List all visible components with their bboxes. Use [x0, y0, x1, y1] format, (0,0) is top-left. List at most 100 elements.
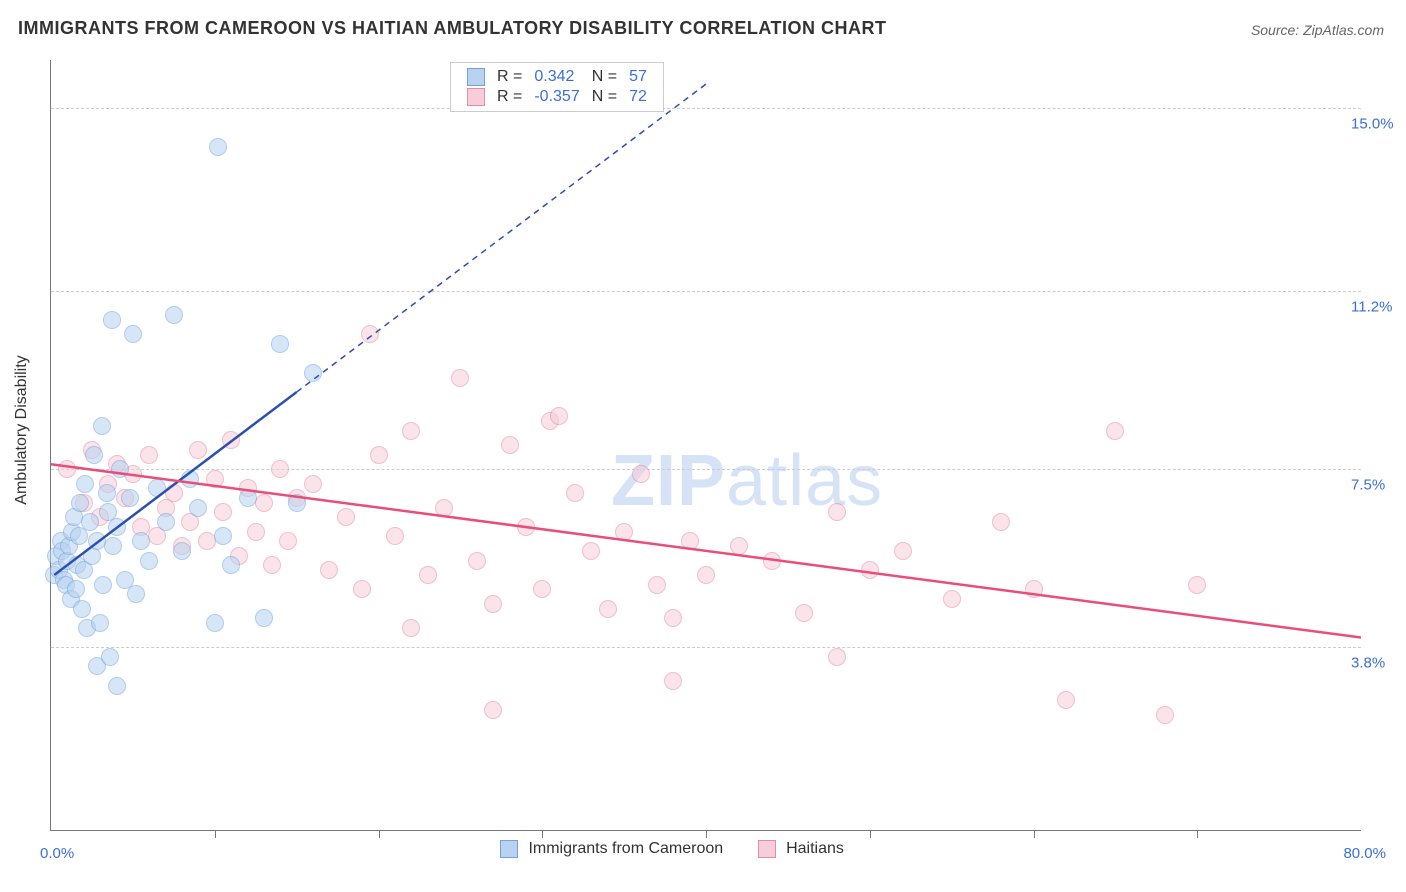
scatter-point-a	[76, 475, 94, 493]
scatter-point-a	[132, 532, 150, 550]
scatter-point-a	[209, 138, 227, 156]
scatter-point-a	[124, 325, 142, 343]
scatter-point-a	[73, 600, 91, 618]
x-axis-min-label: 0.0%	[40, 845, 74, 862]
scatter-point-b	[992, 513, 1010, 531]
scatter-point-b	[435, 499, 453, 517]
scatter-point-b	[894, 542, 912, 560]
scatter-point-a	[88, 532, 106, 550]
scatter-point-a	[181, 470, 199, 488]
scatter-point-a	[85, 446, 103, 464]
legend-stats-row-a: R = 0.342 N = 57	[461, 67, 653, 87]
r-value-b: -0.357	[528, 87, 585, 107]
scatter-point-b	[419, 566, 437, 584]
scatter-point-a	[157, 513, 175, 531]
n-label-b: N =	[586, 87, 623, 107]
scatter-point-b	[1057, 691, 1075, 709]
scatter-point-b	[1025, 580, 1043, 598]
r-label-a: R =	[491, 67, 528, 87]
x-tick	[215, 830, 216, 838]
y-axis-label: Ambulatory Disability	[13, 355, 31, 504]
scatter-point-b	[304, 475, 322, 493]
x-tick	[1034, 830, 1035, 838]
scatter-point-a	[288, 494, 306, 512]
scatter-point-b	[730, 537, 748, 555]
scatter-point-a	[165, 306, 183, 324]
scatter-point-b	[255, 494, 273, 512]
legend-series: Immigrants from Cameroon Haitians	[500, 840, 874, 858]
scatter-point-a	[108, 677, 126, 695]
scatter-point-a	[94, 576, 112, 594]
scatter-point-b	[615, 523, 633, 541]
scatter-point-b	[664, 672, 682, 690]
scatter-point-a	[101, 648, 119, 666]
scatter-point-a	[206, 614, 224, 632]
scatter-point-b	[198, 532, 216, 550]
n-value-b: 72	[623, 87, 653, 107]
scatter-point-a	[103, 311, 121, 329]
scatter-point-a	[67, 580, 85, 598]
swatch-series-b-bottom	[758, 840, 776, 858]
scatter-point-b	[320, 561, 338, 579]
scatter-point-a	[214, 527, 232, 545]
scatter-point-b	[1188, 576, 1206, 594]
y-tick-label: 15.0%	[1351, 116, 1406, 133]
scatter-point-b	[632, 465, 650, 483]
scatter-point-b	[222, 431, 240, 449]
scatter-point-a	[104, 537, 122, 555]
swatch-series-a-bottom	[500, 840, 518, 858]
scatter-point-a	[108, 518, 126, 536]
scatter-point-b	[337, 508, 355, 526]
scatter-point-b	[681, 532, 699, 550]
y-tick-label: 3.8%	[1351, 655, 1406, 672]
scatter-point-b	[795, 604, 813, 622]
legend-item-a: Immigrants from Cameroon	[500, 840, 728, 857]
x-tick	[542, 830, 543, 838]
scatter-point-b	[861, 561, 879, 579]
scatter-point-a	[127, 585, 145, 603]
scatter-point-a	[93, 417, 111, 435]
x-tick	[870, 830, 871, 838]
scatter-point-b	[484, 595, 502, 613]
x-tick	[1197, 830, 1198, 838]
swatch-series-a	[467, 68, 485, 86]
scatter-point-b	[828, 503, 846, 521]
scatter-point-a	[189, 499, 207, 517]
scatter-point-b	[517, 518, 535, 536]
scatter-point-b	[165, 484, 183, 502]
x-tick	[706, 830, 707, 838]
scatter-point-a	[304, 364, 322, 382]
n-label-a: N =	[586, 67, 623, 87]
scatter-point-a	[255, 609, 273, 627]
scatter-point-b	[279, 532, 297, 550]
scatter-point-b	[370, 446, 388, 464]
scatter-point-a	[70, 527, 88, 545]
scatter-point-a	[91, 614, 109, 632]
gridline	[51, 647, 1361, 648]
scatter-point-b	[566, 484, 584, 502]
scatter-point-b	[582, 542, 600, 560]
scatter-point-b	[648, 576, 666, 594]
x-tick	[379, 830, 380, 838]
scatter-point-a	[271, 335, 289, 353]
gridline	[51, 291, 1361, 292]
swatch-series-b	[467, 88, 485, 106]
scatter-point-a	[98, 484, 116, 502]
scatter-point-a	[111, 460, 129, 478]
scatter-point-b	[1156, 706, 1174, 724]
legend-stats: R = 0.342 N = 57 R = -0.357 N = 72	[450, 62, 664, 112]
legend-label-b: Haitians	[786, 840, 844, 857]
scatter-point-b	[943, 590, 961, 608]
scatter-point-b	[247, 523, 265, 541]
scatter-point-b	[763, 552, 781, 570]
scatter-point-b	[189, 441, 207, 459]
r-label-b: R =	[491, 87, 528, 107]
scatter-point-b	[484, 701, 502, 719]
scatter-plot: ZIPatlas 15.0%11.2%7.5%3.8%	[50, 60, 1361, 831]
legend-stats-row-b: R = -0.357 N = 72	[461, 87, 653, 107]
scatter-point-b	[1106, 422, 1124, 440]
scatter-point-b	[501, 436, 519, 454]
scatter-point-b	[550, 407, 568, 425]
gridline	[51, 108, 1361, 109]
n-value-a: 57	[623, 67, 653, 87]
